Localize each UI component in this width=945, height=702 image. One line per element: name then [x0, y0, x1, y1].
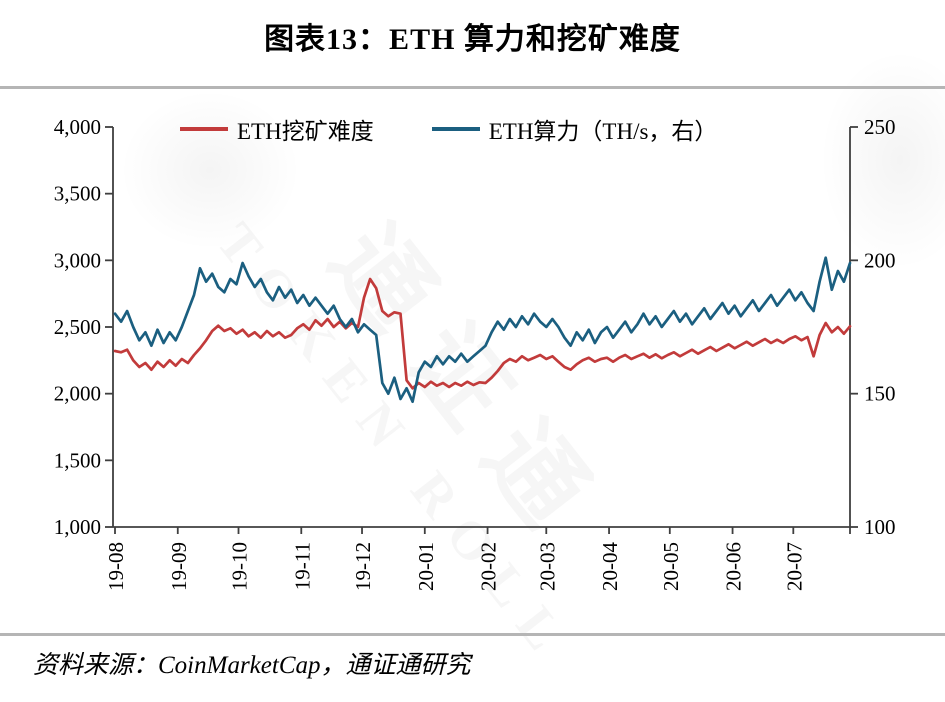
right-axis-tick-label: 150 [864, 382, 896, 406]
legend-item-difficulty: ETH挖矿难度 [180, 112, 374, 146]
bottom-divider [0, 633, 945, 636]
x-axis-tick-label: 20-02 [477, 542, 501, 591]
legend-label-difficulty: ETH挖矿难度 [237, 119, 374, 144]
x-axis-tick-label: 20-04 [598, 542, 622, 591]
x-axis-tick-label: 20-06 [722, 542, 746, 591]
chart-title: 图表13：ETH 算力和挖矿难度 [264, 23, 681, 56]
left-axis-tick-label: 3,500 [54, 182, 101, 206]
series-lines [113, 256, 852, 404]
x-axis-tick-label: 20-03 [535, 542, 559, 591]
left-axis-tick-label: 4,000 [54, 115, 101, 139]
x-axis-tick-label: 19-11 [290, 542, 314, 590]
x-axis-tick-label: 19-08 [104, 542, 128, 591]
right-axis-tick-label: 200 [864, 248, 896, 272]
legend: ETH挖矿难度 ETH算力（TH/s，右） [180, 112, 717, 146]
left-axis-tick-label: 3,000 [54, 248, 101, 272]
legend-label-hashrate: ETH算力（TH/s，右） [488, 119, 718, 144]
x-axis-tick-label: 19-10 [228, 542, 252, 591]
hashrate-line [113, 256, 852, 404]
x-axis-tick-label: 20-05 [659, 542, 683, 591]
right-axis-tick-label: 100 [864, 515, 896, 539]
left-axis-tick-label: 2,000 [54, 382, 101, 406]
x-axis-tick-label: 20-07 [782, 542, 806, 591]
x-axis-tick-label: 20-01 [414, 542, 438, 591]
left-axis-tick-label: 1,000 [54, 515, 101, 539]
right-axis-tick-label: 250 [864, 115, 896, 139]
difficulty-line [113, 277, 852, 390]
axis-tick-labels: 1,000 1,500 2,000 2,500 3,000 3,500 4,000 100 15… [54, 115, 896, 591]
source-note: 资料来源：CoinMarketCap，通证通研究 [33, 652, 471, 679]
difficulty-line-swatch [180, 127, 228, 131]
legend-item-hashrate: ETH算力（TH/s，右） [431, 112, 718, 146]
x-axis-tick-label: 19-09 [167, 542, 191, 591]
left-axis-tick-label: 1,500 [54, 448, 101, 472]
left-axis-tick-label: 2,500 [54, 315, 101, 339]
axes [105, 126, 858, 534]
top-divider [0, 86, 945, 89]
x-axis-tick-label: 19-12 [351, 542, 375, 591]
hashrate-line-swatch [431, 127, 480, 131]
